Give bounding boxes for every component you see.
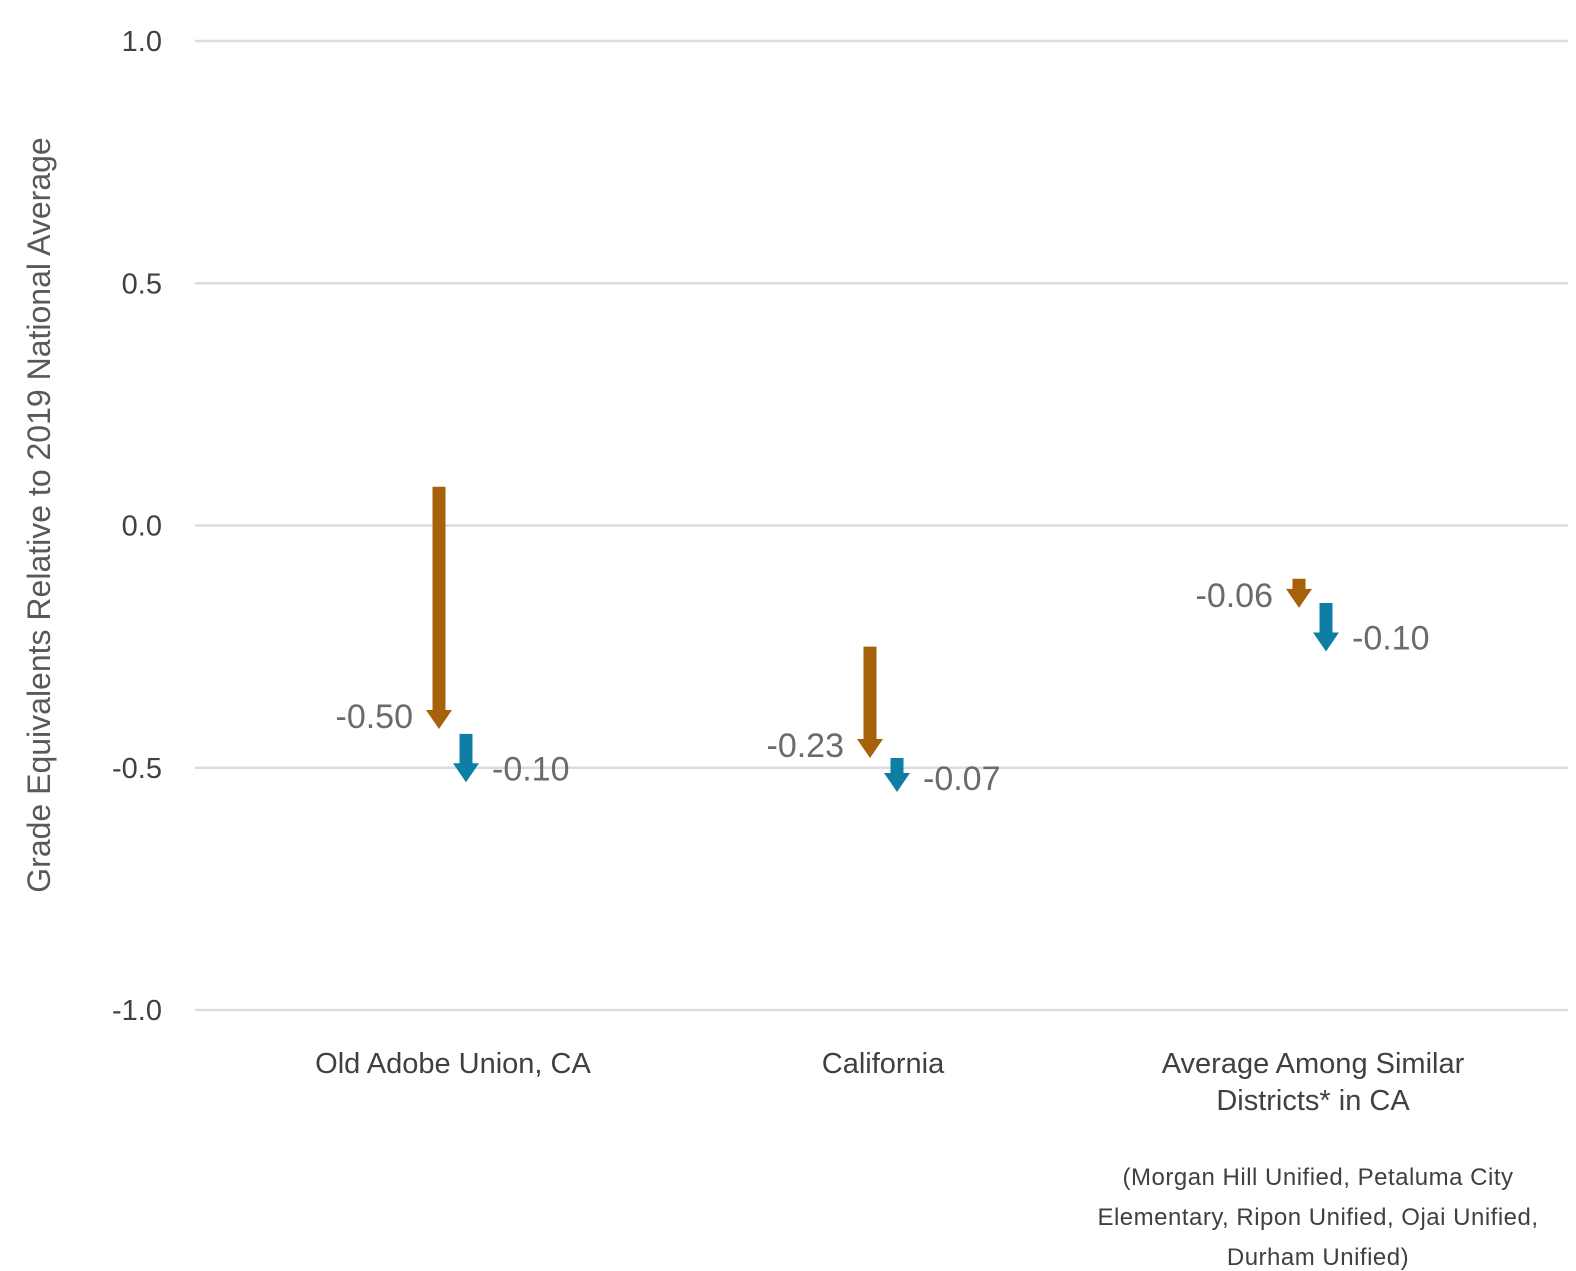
- change-arrow: [1286, 578, 1312, 608]
- x-category-label: Districts* in CA: [1216, 1085, 1410, 1117]
- change-arrow: [1313, 603, 1339, 652]
- x-category-label: Old Adobe Union, CA: [315, 1048, 591, 1080]
- similar-districts-note: (Morgan Hill Unified, Petaluma City: [1123, 1164, 1514, 1191]
- change-label: -0.23: [767, 727, 845, 765]
- change-arrow: [857, 646, 883, 759]
- x-category-label: California: [822, 1048, 945, 1080]
- x-category-label: Average Among Similar: [1162, 1048, 1465, 1080]
- y-tick-label: -0.5: [112, 753, 162, 785]
- y-tick-label: -1.0: [112, 995, 162, 1027]
- y-tick-label: 0.0: [122, 511, 162, 543]
- y-tick-label: 0.5: [122, 268, 162, 300]
- change-label: -0.10: [492, 750, 570, 788]
- change-arrow: [426, 486, 452, 729]
- similar-districts-note: Durham Unified): [1227, 1244, 1409, 1271]
- change-arrow: [884, 758, 910, 792]
- change-label: -0.10: [1352, 619, 1430, 657]
- change-label: -0.50: [336, 698, 414, 736]
- change-arrow: [453, 733, 479, 783]
- similar-districts-note: Elementary, Ripon Unified, Ojai Unified,: [1097, 1204, 1538, 1231]
- y-tick-label: 1.0: [122, 26, 162, 58]
- change-label: -0.06: [1196, 577, 1274, 615]
- y-axis-label: Grade Equivalents Relative to 2019 Natio…: [21, 137, 57, 892]
- change-label: -0.07: [923, 760, 1001, 798]
